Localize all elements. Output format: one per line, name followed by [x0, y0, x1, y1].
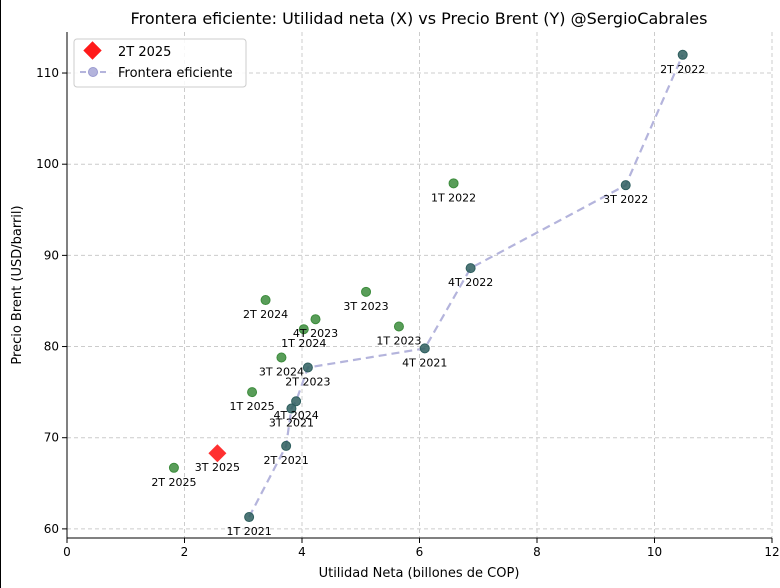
y-tick-label: 100	[36, 157, 59, 171]
point-label: 3T 2022	[603, 193, 648, 206]
legend-highlight-marker	[83, 41, 102, 60]
point-label: 3T 2023	[343, 300, 388, 313]
point-label: 3T 2024	[259, 365, 304, 378]
point-label: 1T 2022	[431, 191, 476, 204]
axes: 0 2 4 6 8 10 12 60 70 80 90 100 110	[36, 32, 780, 559]
point-label: 1T 2024	[281, 337, 326, 350]
legend-box	[73, 38, 247, 88]
y-axis-label: Precio Brent (USD/barril)	[10, 205, 25, 364]
x-tick-label: 12	[764, 545, 779, 559]
legend-frontier-label: Frontera eficiente	[118, 66, 233, 81]
highlight-point	[208, 444, 227, 463]
data-point	[361, 286, 372, 297]
x-tick-label: 8	[533, 545, 541, 559]
data-point	[393, 321, 404, 332]
x-tick-label: 10	[647, 545, 662, 559]
point-label: 4T 2022	[448, 276, 493, 289]
x-axis-label: Utilidad Neta (billones de COP)	[319, 566, 520, 581]
point-label: 1T 2025	[229, 400, 274, 413]
frontier-point	[302, 362, 313, 373]
data-point	[168, 462, 179, 473]
x-tick-label: 0	[63, 545, 71, 559]
point-label: 2T 2021	[264, 454, 309, 467]
legend-frontier-marker	[88, 67, 98, 77]
frontier-point	[419, 343, 430, 354]
x-tick-label: 2	[181, 545, 189, 559]
frontier-point	[465, 263, 476, 274]
y-tick-label: 90	[44, 248, 59, 262]
point-label: 2T 2025	[151, 476, 196, 489]
highlight-point-label: 3T 2025	[195, 461, 240, 474]
data-point	[260, 295, 271, 306]
point-label: 2T 2024	[243, 308, 288, 321]
frontier-point	[620, 180, 631, 191]
frontier-point	[281, 440, 292, 451]
data-point	[276, 352, 287, 363]
frontier-point	[286, 403, 297, 414]
data-points	[168, 49, 688, 523]
point-label: 4T 2021	[402, 356, 447, 369]
frontier-point	[677, 49, 688, 60]
point-label: 2T 2023	[285, 376, 330, 389]
point-label: 4T 2024	[274, 409, 319, 422]
point-label: 4T 2023	[293, 327, 338, 340]
legend: 2T 2025 Frontera eficiente	[73, 38, 247, 88]
grid-lines	[66, 32, 773, 538]
y-tick-label: 70	[44, 431, 59, 445]
chart-title: Frontera eficiente: Utilidad neta (X) vs…	[131, 9, 708, 28]
x-tick-label: 4	[298, 545, 306, 559]
data-point	[247, 387, 258, 398]
window-left-border	[0, 0, 1, 588]
data-point	[298, 324, 309, 335]
point-label: 3T 2021	[269, 417, 314, 430]
legend-highlight-label: 2T 2025	[118, 45, 171, 60]
y-tick-label: 80	[44, 340, 59, 354]
frontier-point	[244, 512, 255, 523]
data-point	[310, 314, 321, 325]
point-label: 1T 2021	[227, 525, 272, 538]
frontier-point	[291, 396, 302, 407]
data-point	[448, 178, 459, 189]
y-tick-label: 60	[44, 522, 59, 536]
y-tick-label: 110	[36, 66, 59, 80]
point-label: 2T 2022	[660, 63, 705, 76]
point-label: 1T 2023	[376, 334, 421, 347]
x-tick-label: 6	[416, 545, 424, 559]
